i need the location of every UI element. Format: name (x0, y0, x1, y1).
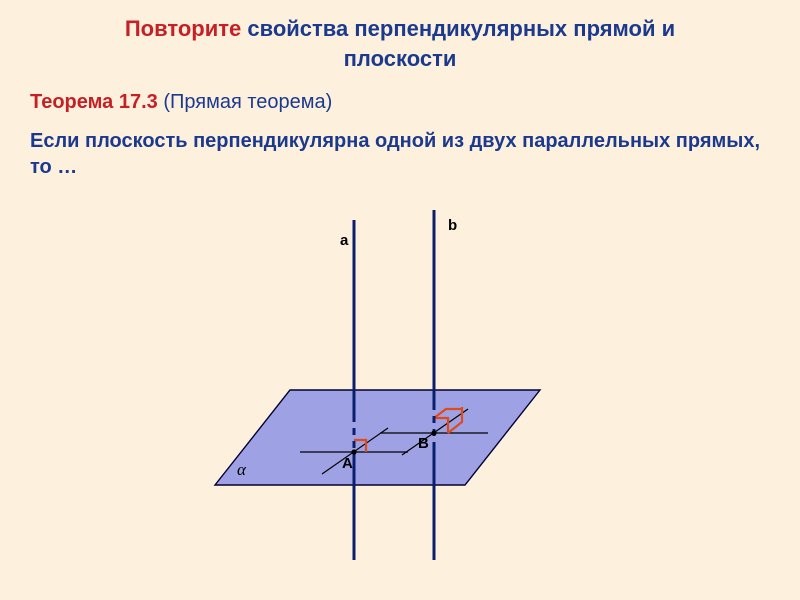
page-title: Повторите свойства перпендикулярных прям… (0, 0, 800, 73)
title-rest1: свойства перпендикулярных прямой и (247, 16, 675, 41)
point-b (431, 430, 436, 435)
theorem-line: Теорема 17.3 (Прямая теорема) (0, 73, 800, 114)
alpha-label: α (237, 460, 247, 479)
theorem-paren: (Прямая теорема) (158, 91, 333, 113)
title-rest2: плоскости (344, 46, 457, 71)
diagram: α (170, 210, 600, 570)
point-a (351, 449, 356, 454)
title-accent: Повторите (125, 16, 241, 41)
label-line-b: b (448, 217, 457, 234)
label-b-point: B (418, 435, 429, 452)
theorem-number: Теорема 17.3 (30, 91, 158, 113)
label-a-point: A (342, 455, 353, 472)
plane-alpha (215, 390, 540, 485)
diagram-svg: α (170, 210, 600, 570)
label-line-a: a (340, 232, 349, 249)
theorem-text: Если плоскость перпендикулярна одной из … (0, 114, 800, 180)
